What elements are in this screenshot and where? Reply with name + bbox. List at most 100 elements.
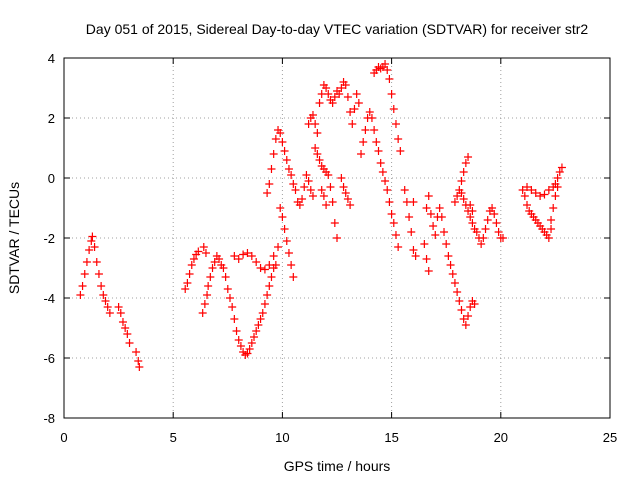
data-point [531,189,540,197]
data-point [453,288,462,296]
data-point [284,249,293,257]
data-point [232,327,241,335]
data-point [557,163,566,172]
data-point [461,321,470,329]
data-point [260,300,269,308]
data-point [210,258,219,266]
data-point [276,129,285,137]
data-point [263,291,272,299]
data-point [78,282,87,290]
data-point [420,240,429,248]
data-point [298,195,307,203]
data-point [328,99,337,107]
data-point [457,177,466,185]
data-point [181,285,190,293]
data-point [324,171,333,179]
data-point [236,342,245,350]
data-point [544,234,553,242]
data-point [282,237,291,245]
data-point [470,300,479,308]
data-point [183,279,192,287]
data-point [498,234,507,242]
data-point [276,204,285,212]
data-point [492,219,501,227]
data-point [381,60,390,68]
data-point [287,171,296,179]
data-point [527,186,536,194]
data-point [450,279,459,287]
data-point [488,204,497,212]
data-point [76,291,85,299]
data-point [228,303,237,311]
data-point [250,333,259,341]
data-point [455,297,464,305]
data-point [341,189,350,197]
data-point [337,174,346,182]
data-point [450,198,459,206]
data-point [319,192,328,200]
data-point [547,216,556,224]
data-point [201,249,210,257]
data-point [555,168,564,176]
data-point [230,252,239,260]
data-point [263,189,272,197]
data-point [396,147,405,155]
data-point [203,291,212,299]
data-point [461,159,470,167]
data-point [472,228,481,236]
x-tick-label: 15 [384,430,398,445]
data-point [300,183,309,191]
data-point [284,165,293,173]
data-point [289,180,298,188]
data-point [304,177,313,185]
data-point [549,204,558,212]
data-point [87,237,96,245]
data-point [333,234,341,242]
data-point [348,120,357,128]
data-point [187,261,196,269]
data-point [280,147,289,155]
y-tick-label: 4 [48,51,55,66]
data-point [135,363,144,371]
data-point [271,135,280,143]
data-point [381,177,390,185]
data-point [457,189,466,197]
data-point [265,261,274,269]
data-point [199,243,208,251]
data-point [335,90,344,98]
data-point [200,300,209,308]
data-point [383,66,392,74]
data-point [230,315,239,323]
data-point [256,264,265,272]
data-point [357,150,366,158]
data-point [322,84,331,92]
data-point [97,282,106,290]
data-point [446,261,455,269]
data-point [132,348,141,356]
data-point [247,252,256,260]
data-point [234,336,243,344]
data-point [219,264,228,272]
data-point [426,210,435,218]
data-point [370,126,379,134]
data-point [291,186,300,194]
data-point [239,250,248,259]
data-point [383,186,392,194]
data-point [385,75,394,83]
data-point [287,261,296,269]
data-point [435,204,444,212]
data-point [134,357,143,365]
data-point [90,243,99,251]
y-tick-label: 0 [48,171,55,186]
data-point [245,345,254,353]
data-point [466,201,475,209]
data-point [343,195,352,203]
data-point [80,270,89,278]
data-point [265,282,274,290]
data-point [118,318,127,326]
data-point [359,138,368,146]
data-point [459,168,468,176]
data-point [400,186,409,194]
data-point [466,213,475,221]
data-point [494,228,503,236]
